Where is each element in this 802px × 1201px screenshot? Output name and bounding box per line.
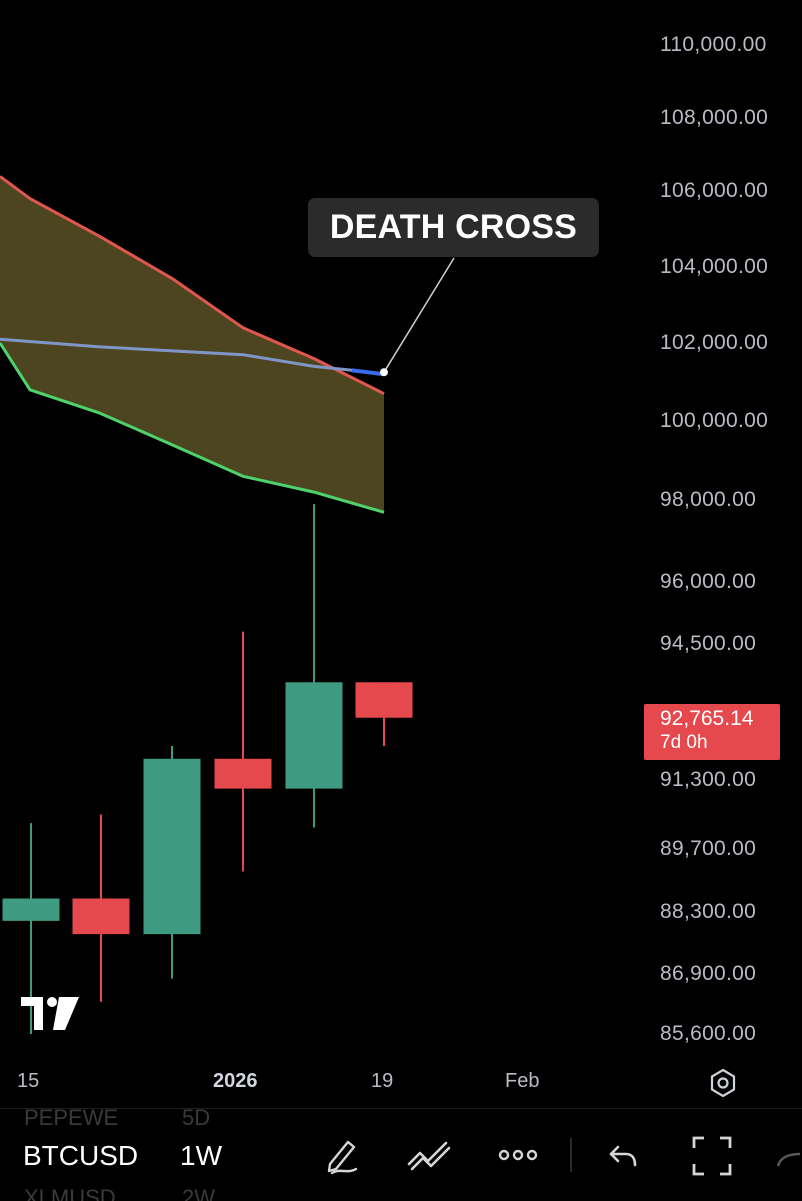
last-price-badge: 92,765.14 7d 0h: [644, 704, 780, 760]
fullscreen-icon[interactable]: [690, 1134, 734, 1178]
time-tick-label: 19: [371, 1070, 394, 1092]
price-tick-label: 94,500.00: [660, 632, 757, 655]
time-tick-label: 2026: [213, 1070, 258, 1092]
annotation-anchor: [380, 368, 388, 377]
price-tick-label: 110,000.00: [660, 33, 767, 56]
last-price-value: 92,765.14: [660, 707, 754, 730]
ghost-interval-above: 5D: [182, 1108, 211, 1130]
undo-icon[interactable]: [604, 1134, 642, 1176]
trend-line-icon[interactable]: [406, 1134, 452, 1176]
price-tick-label: 88,300.00: [660, 900, 757, 923]
candle-2: [72, 814, 130, 1002]
candle-body: [355, 682, 413, 718]
price-tick-label: 104,000.00: [660, 255, 769, 278]
candle-5: [285, 504, 343, 828]
price-tick-label: 89,700.00: [660, 837, 757, 860]
candle-body: [143, 758, 201, 935]
settings-icon[interactable]: [708, 1068, 738, 1098]
ghost-symbol-below: XLMUSD: [24, 1185, 116, 1201]
candle-body: [214, 758, 272, 789]
candle-6: [355, 682, 413, 746]
price-tick-label: 91,300.00: [660, 768, 757, 791]
ghost-interval-below: 2W: [182, 1185, 215, 1201]
interval-selector[interactable]: 1W: [180, 1140, 222, 1171]
price-tick-label: 96,000.00: [660, 570, 757, 593]
moving-average-lines: [0, 175, 385, 514]
draw-icon[interactable]: [320, 1134, 362, 1176]
price-tick-label: 102,000.00: [660, 331, 769, 354]
partial-tool-icon[interactable]: [770, 1134, 802, 1176]
price-tick-label: 108,000.00: [660, 106, 769, 129]
symbol-selector[interactable]: BTCUSD: [23, 1140, 139, 1171]
ghost-symbol-above: PEPEWE: [24, 1108, 119, 1130]
band-fill: [0, 176, 384, 513]
price-tick-label: 86,900.00: [660, 962, 757, 985]
ma-line-green: [0, 342, 385, 514]
death-cross-annotation[interactable]: DEATH CROSS: [308, 198, 599, 257]
more-icon[interactable]: [496, 1134, 540, 1176]
cross-segment: [351, 368, 385, 377]
bar-countdown: 7d 0h: [660, 732, 708, 753]
annotation-pointer: [380, 257, 455, 377]
candles: [2, 504, 413, 1034]
price-tick-label: 100,000.00: [660, 409, 769, 432]
toolbar-divider: [570, 1138, 572, 1172]
price-tick-label: 106,000.00: [660, 179, 769, 202]
tradingview-logo-icon: [21, 997, 79, 1030]
candle-body: [2, 898, 60, 921]
time-tick-label: Feb: [505, 1070, 540, 1092]
time-tick-label: 15: [17, 1070, 40, 1092]
moving-average-band: [0, 176, 384, 513]
candle-4: [214, 631, 272, 872]
price-tick-label: 85,600.00: [660, 1022, 757, 1045]
price-tick-label: 98,000.00: [660, 488, 757, 511]
ma-line-red: [0, 175, 385, 396]
annotation-line: [383, 257, 455, 373]
bottom-toolbar: PEPEWE 5D XLMUSD 2W: [0, 1108, 802, 1201]
candle-3: [143, 746, 201, 979]
candle-body: [72, 898, 130, 935]
chart-canvas[interactable]: [0, 0, 802, 1108]
candle-body: [285, 682, 343, 789]
